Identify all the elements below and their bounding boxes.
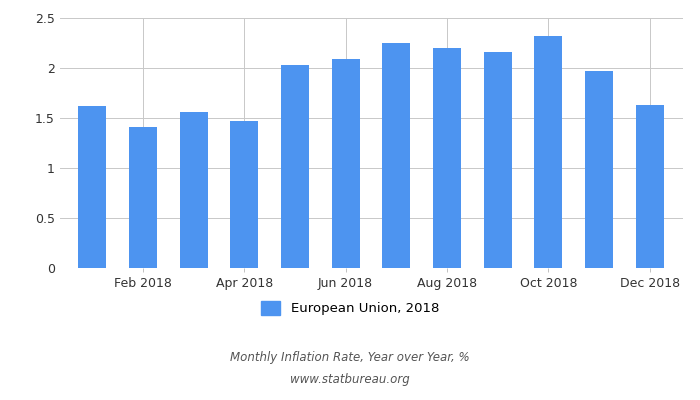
Bar — [281, 65, 309, 268]
Bar — [484, 52, 512, 268]
Bar — [382, 43, 410, 268]
Bar — [585, 71, 613, 268]
Bar — [78, 106, 106, 268]
Bar — [332, 59, 360, 268]
Bar — [636, 105, 664, 268]
Bar — [534, 36, 562, 268]
Bar — [230, 121, 258, 268]
Bar — [180, 112, 208, 268]
Bar — [433, 48, 461, 268]
Bar — [129, 127, 157, 268]
Text: www.statbureau.org: www.statbureau.org — [290, 374, 410, 386]
Text: Monthly Inflation Rate, Year over Year, %: Monthly Inflation Rate, Year over Year, … — [230, 352, 470, 364]
Legend: European Union, 2018: European Union, 2018 — [260, 301, 440, 316]
